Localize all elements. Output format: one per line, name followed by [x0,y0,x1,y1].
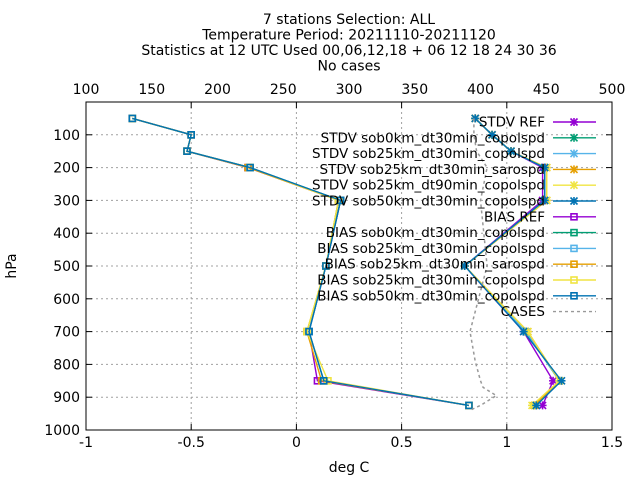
data-point [128,114,137,123]
data-point [506,147,516,156]
data-point [322,262,330,270]
data-point [187,131,195,139]
y-tick-label: 100 [53,128,80,144]
data-point [557,376,566,385]
data-point [570,291,578,300]
legend-label: STDV sob25km_dt90min_copolspd [312,178,545,194]
x2-tick-label: 300 [336,82,363,98]
data-point [246,163,254,172]
y-tick-label: 900 [53,390,80,406]
x2-tick-label: 450 [533,82,560,98]
data-point [488,130,497,139]
data-point [319,376,328,385]
legend-label: STDV sob50km_dt30min_copolspd [312,194,545,210]
y-tick-label: 300 [53,193,80,209]
y-tick-label: 500 [53,259,80,275]
title-line-1: 7 stations Selection: ALL [263,12,435,28]
legend-label: CASES [501,304,545,320]
y-tick-label: 600 [53,292,80,308]
x-tick-label: -0.5 [178,435,205,451]
legend-label: BIAS sob50km_dt30min_copolspd [317,288,545,304]
legend-label: STDV sob0km_dt30min_copolspd [321,130,545,146]
y-tick-label: 800 [53,357,80,373]
x2-tick-label: 400 [467,82,494,98]
x2-tick-label: 200 [204,82,231,98]
y-tick-label: 700 [53,325,80,341]
data-point [460,261,469,271]
legend-label: BIAS REF [484,209,545,225]
data-point [570,260,578,269]
x2-tick-label: 350 [401,82,428,98]
legend-label: STDV REF [479,115,545,131]
data-point [569,165,579,174]
data-point [569,133,579,142]
data-point [465,401,473,410]
title-line-2: Temperature Period: 20211110-20211120 [201,28,496,44]
axes: -1 -0.5 0 0.5 1 1.5 100 150 200 250 300 350 400 450 50… [44,82,625,451]
series-line [132,117,470,407]
series-layer [128,114,566,411]
data-point [183,147,191,155]
data-point [570,276,578,284]
data-point [305,327,313,336]
series-12 [128,114,473,410]
x-axis-label: deg C [329,460,370,476]
series-6 [460,114,566,410]
x-tick-label: 0.5 [390,435,412,451]
title-line-4: No cases [318,59,381,75]
data-point [540,163,549,172]
data-point [532,401,541,410]
y-axis-label: hPa [4,253,20,278]
x2-tick-label: 150 [138,82,165,98]
legend-label: BIAS sob25km_dt30min_copolspd [317,241,545,257]
legend-label: BIAS sob25km_dt30min_copolspd [317,273,545,289]
data-point [519,327,528,336]
x-tick-label: 1.5 [601,435,623,451]
data-point [569,117,579,127]
legend-label: STDV sob25km_dt30min_copolspd [312,146,545,162]
title-line-3: Statistics at 12 UTC Used 00,06,12,18 + … [141,43,556,59]
x-tick-label: 1 [502,435,511,451]
data-point [570,228,578,237]
data-point [569,181,579,190]
data-point [570,213,578,221]
y-tick-label: 200 [53,161,80,177]
data-point [569,149,579,158]
legend-label: BIAS sob0km_dt30min_copolspd [326,225,545,241]
x-tick-label: 0 [292,435,301,451]
legend-label: STDV sob25km_dt30min_sarospd [320,162,546,178]
data-point [570,244,578,253]
legend-label: BIAS sob25km_dt30min_sarospd [325,257,545,273]
data-point [471,114,480,123]
data-point [336,196,345,205]
x-tick-label: -1 [79,435,93,451]
x2-tick-label: 250 [270,82,297,98]
x2-tick-label: 100 [73,82,100,98]
x2-tick-label: 500 [599,82,626,98]
y-tick-label: 400 [53,226,80,242]
y-tick-label: 1000 [44,423,80,439]
data-point [569,196,579,206]
data-point [540,196,549,205]
